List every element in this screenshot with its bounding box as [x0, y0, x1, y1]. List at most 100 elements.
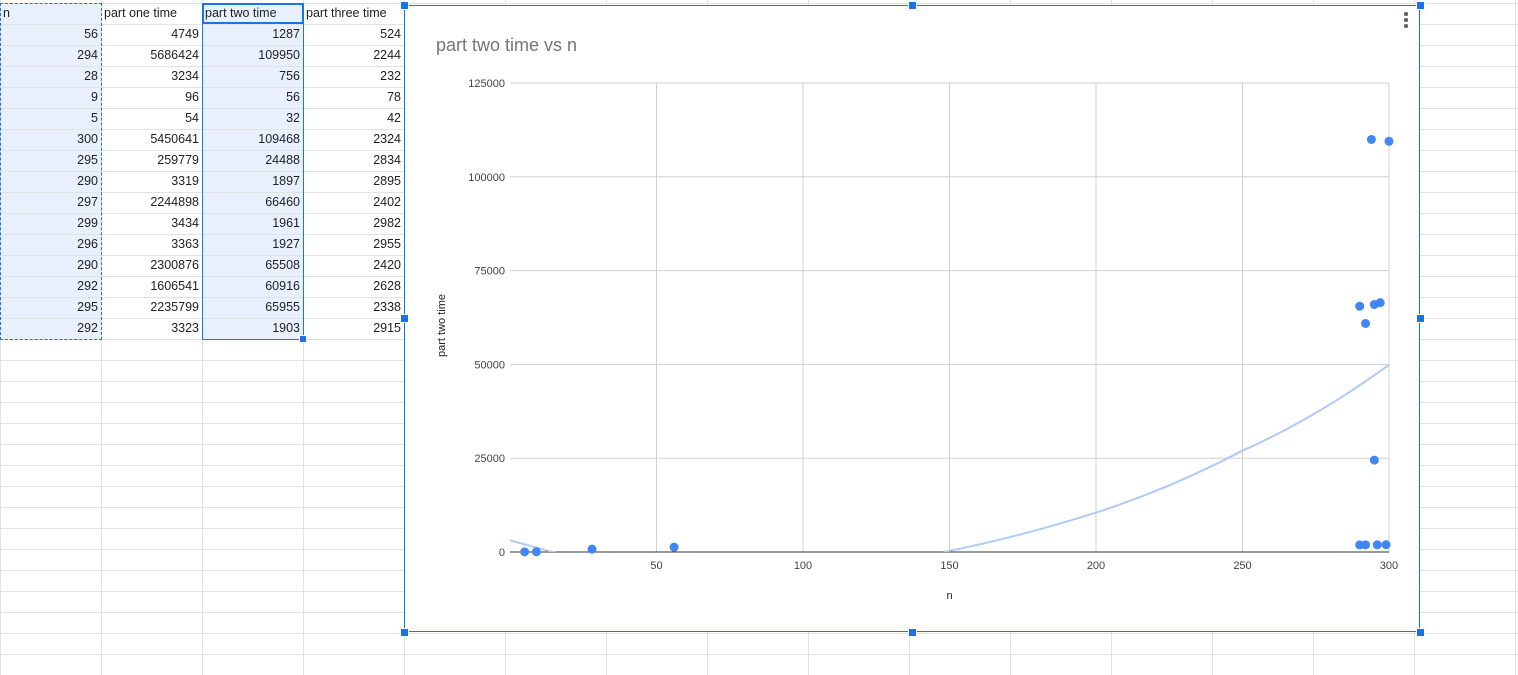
data-cell[interactable]: 109950: [258, 48, 300, 62]
data-cell[interactable]: 290: [77, 174, 98, 188]
chart-resize-handle[interactable]: [400, 628, 409, 637]
y-tick-label: 0: [499, 547, 505, 559]
data-cell[interactable]: 3363: [171, 237, 199, 251]
y-axis-label: part two time: [436, 294, 448, 357]
data-cell[interactable]: 56: [286, 90, 300, 104]
chart-resize-handle[interactable]: [1416, 1, 1425, 10]
data-cell[interactable]: 292: [77, 321, 98, 335]
x-tick-label: 100: [794, 560, 812, 572]
data-cell[interactable]: 296: [77, 237, 98, 251]
data-cell[interactable]: 65508: [265, 258, 300, 272]
data-cell[interactable]: 24488: [265, 153, 300, 167]
data-cell[interactable]: 2300876: [150, 258, 199, 272]
y-tick-label: 100000: [468, 172, 505, 184]
data-cell[interactable]: 295: [77, 300, 98, 314]
row-gridline: [0, 3, 1518, 4]
chart-resize-handle[interactable]: [1416, 314, 1425, 323]
data-cell[interactable]: 2338: [373, 300, 401, 314]
data-point: [1361, 540, 1371, 550]
data-cell[interactable]: 2915: [373, 321, 401, 335]
data-cell[interactable]: 42: [387, 111, 401, 125]
data-cell[interactable]: 3234: [171, 69, 199, 83]
data-cell[interactable]: 28: [84, 69, 98, 83]
x-tick-label: 250: [1233, 560, 1251, 572]
data-cell[interactable]: 2628: [373, 279, 401, 293]
chart-resize-handle[interactable]: [908, 628, 917, 637]
fill-handle[interactable]: [299, 335, 307, 343]
data-point: [1369, 300, 1379, 310]
data-cell[interactable]: 2244898: [150, 195, 199, 209]
data-cell[interactable]: 756: [279, 69, 300, 83]
scatter-chart[interactable]: part two time vs n 50 100 150 200 250 300 0 2500…: [404, 5, 1420, 632]
data-cell[interactable]: 3319: [171, 174, 199, 188]
data-cell[interactable]: 295: [77, 153, 98, 167]
data-cell[interactable]: 299: [77, 216, 98, 230]
row-gridline: [0, 633, 1518, 634]
data-cell[interactable]: 297: [77, 195, 98, 209]
data-cell[interactable]: 290: [77, 258, 98, 272]
data-cell[interactable]: 66460: [265, 195, 300, 209]
data-cell[interactable]: 2895: [373, 174, 401, 188]
data-cell[interactable]: 54: [185, 111, 199, 125]
y-tick-label: 125000: [468, 78, 505, 90]
data-cell[interactable]: 524: [380, 27, 401, 41]
x-tick-label: 200: [1087, 560, 1105, 572]
data-cell[interactable]: 78: [387, 90, 401, 104]
data-cell[interactable]: 232: [380, 69, 401, 83]
chart-menu-icon[interactable]: [1400, 10, 1412, 30]
data-cell[interactable]: 56: [84, 27, 98, 41]
x-tick-label: 50: [650, 560, 662, 572]
data-cell[interactable]: 3434: [171, 216, 199, 230]
data-point: [1361, 318, 1371, 328]
trendline: [510, 363, 1390, 552]
data-cell[interactable]: 292: [77, 279, 98, 293]
data-cell[interactable]: 2235799: [150, 300, 199, 314]
data-cell[interactable]: 294: [77, 48, 98, 62]
data-cell[interactable]: 2982: [373, 216, 401, 230]
chart-resize-handle[interactable]: [908, 1, 917, 10]
data-cell[interactable]: 4749: [171, 27, 199, 41]
data-cell[interactable]: 1897: [272, 174, 300, 188]
data-cell[interactable]: 3323: [171, 321, 199, 335]
data-cell[interactable]: 2420: [373, 258, 401, 272]
data-cell[interactable]: 32: [286, 111, 300, 125]
header-cell[interactable]: n: [3, 6, 10, 20]
data-cell[interactable]: 65955: [265, 300, 300, 314]
data-cell[interactable]: 2244: [373, 48, 401, 62]
data-point: [1372, 540, 1382, 550]
y-tick-label: 75000: [474, 266, 505, 278]
chart-resize-handle[interactable]: [1416, 628, 1425, 637]
header-cell[interactable]: part three time: [306, 6, 387, 20]
data-cell[interactable]: 2955: [373, 237, 401, 251]
data-cell[interactable]: 1606541: [150, 279, 199, 293]
data-cell[interactable]: 9: [91, 90, 98, 104]
data-cell[interactable]: 5686424: [150, 48, 199, 62]
data-cell[interactable]: 1287: [272, 27, 300, 41]
data-cell[interactable]: 1927: [272, 237, 300, 251]
data-cell[interactable]: 96: [185, 90, 199, 104]
data-cell[interactable]: 2402: [373, 195, 401, 209]
data-cell[interactable]: 109468: [258, 132, 300, 146]
chart-resize-handle[interactable]: [400, 1, 409, 10]
data-point: [1381, 540, 1391, 550]
data-cell[interactable]: 259779: [157, 153, 199, 167]
data-cell[interactable]: 300: [77, 132, 98, 146]
row-gridline: [0, 654, 1518, 655]
active-cell-border: [202, 3, 304, 24]
header-cell[interactable]: part one time: [104, 6, 177, 20]
y-tick-label: 25000: [474, 453, 505, 465]
data-cell[interactable]: 2324: [373, 132, 401, 146]
data-cell[interactable]: 1903: [272, 321, 300, 335]
header-cell[interactable]: part two time: [205, 6, 277, 20]
data-cell[interactable]: 5450641: [150, 132, 199, 146]
data-point: [587, 544, 597, 554]
data-point: [531, 547, 541, 557]
chart-resize-handle[interactable]: [400, 314, 409, 323]
x-tick-label: 150: [940, 560, 958, 572]
selected-range-border: [202, 3, 304, 340]
data-cell[interactable]: 5: [91, 111, 98, 125]
data-point: [1384, 136, 1394, 146]
data-cell[interactable]: 2834: [373, 153, 401, 167]
data-cell[interactable]: 60916: [265, 279, 300, 293]
data-cell[interactable]: 1961: [272, 216, 300, 230]
